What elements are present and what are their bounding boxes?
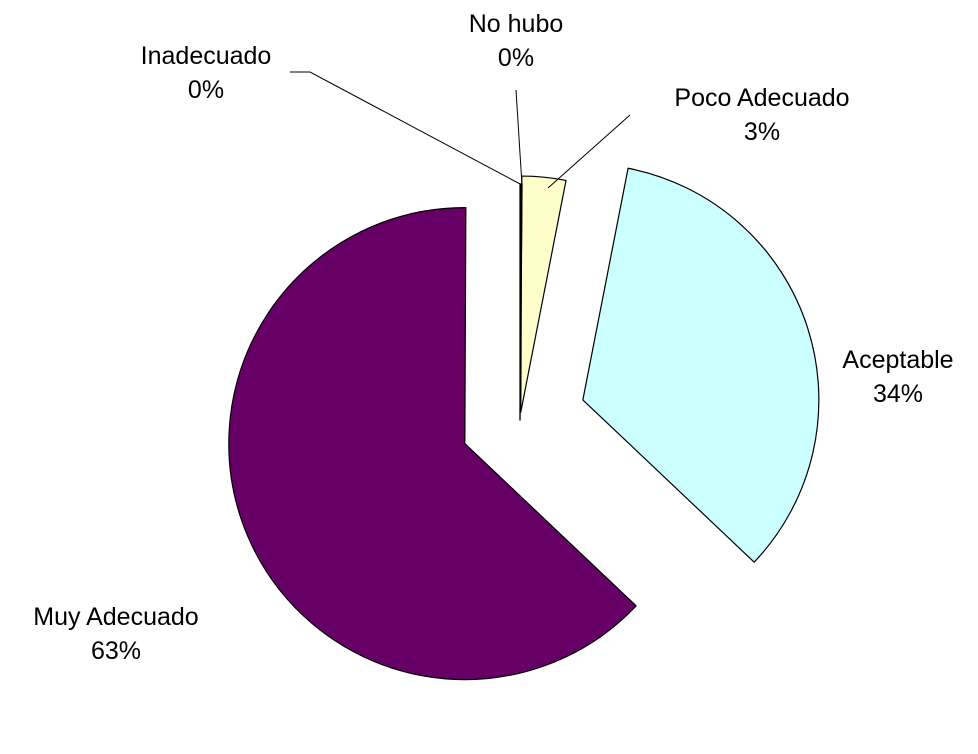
slice-labels: No hubo 0% Poco Adecuado 3% Aceptable 34% Muy … bbox=[33, 10, 953, 665]
slice-label-percent: 0% bbox=[498, 44, 534, 72]
slice-label-percent: 3% bbox=[744, 118, 780, 146]
slice-label-aceptable: Aceptable 34% bbox=[842, 346, 953, 408]
slice-label-no-hubo: No hubo 0% bbox=[469, 10, 564, 72]
pie-slice-muy-adecuado bbox=[228, 206, 637, 681]
leader-line-inadecuado bbox=[290, 71, 523, 186]
slice-label-percent: 0% bbox=[188, 76, 224, 104]
pie-slice-aceptable bbox=[582, 167, 820, 563]
leader-line-no-hubo bbox=[515, 89, 523, 186]
slice-label-name: Aceptable bbox=[842, 346, 953, 374]
leader-lines bbox=[290, 71, 631, 189]
slice-label-inadecuado: Inadecuado 0% bbox=[141, 42, 272, 104]
pie-slice-poco-adecuado bbox=[520, 175, 567, 413]
pie-slices bbox=[228, 167, 820, 681]
leader-line-poco-adecuado bbox=[547, 114, 631, 189]
slice-label-percent: 63% bbox=[91, 637, 141, 665]
slice-label-name: Inadecuado bbox=[141, 42, 272, 70]
slice-label-percent: 34% bbox=[873, 380, 923, 408]
slice-label-muy-adecuado: Muy Adecuado 63% bbox=[33, 603, 198, 665]
slice-label-name: No hubo bbox=[469, 10, 564, 38]
slice-label-poco-adecuado: Poco Adecuado 3% bbox=[674, 84, 849, 146]
slice-label-name: Muy Adecuado bbox=[33, 603, 198, 631]
slice-label-name: Poco Adecuado bbox=[674, 84, 849, 112]
